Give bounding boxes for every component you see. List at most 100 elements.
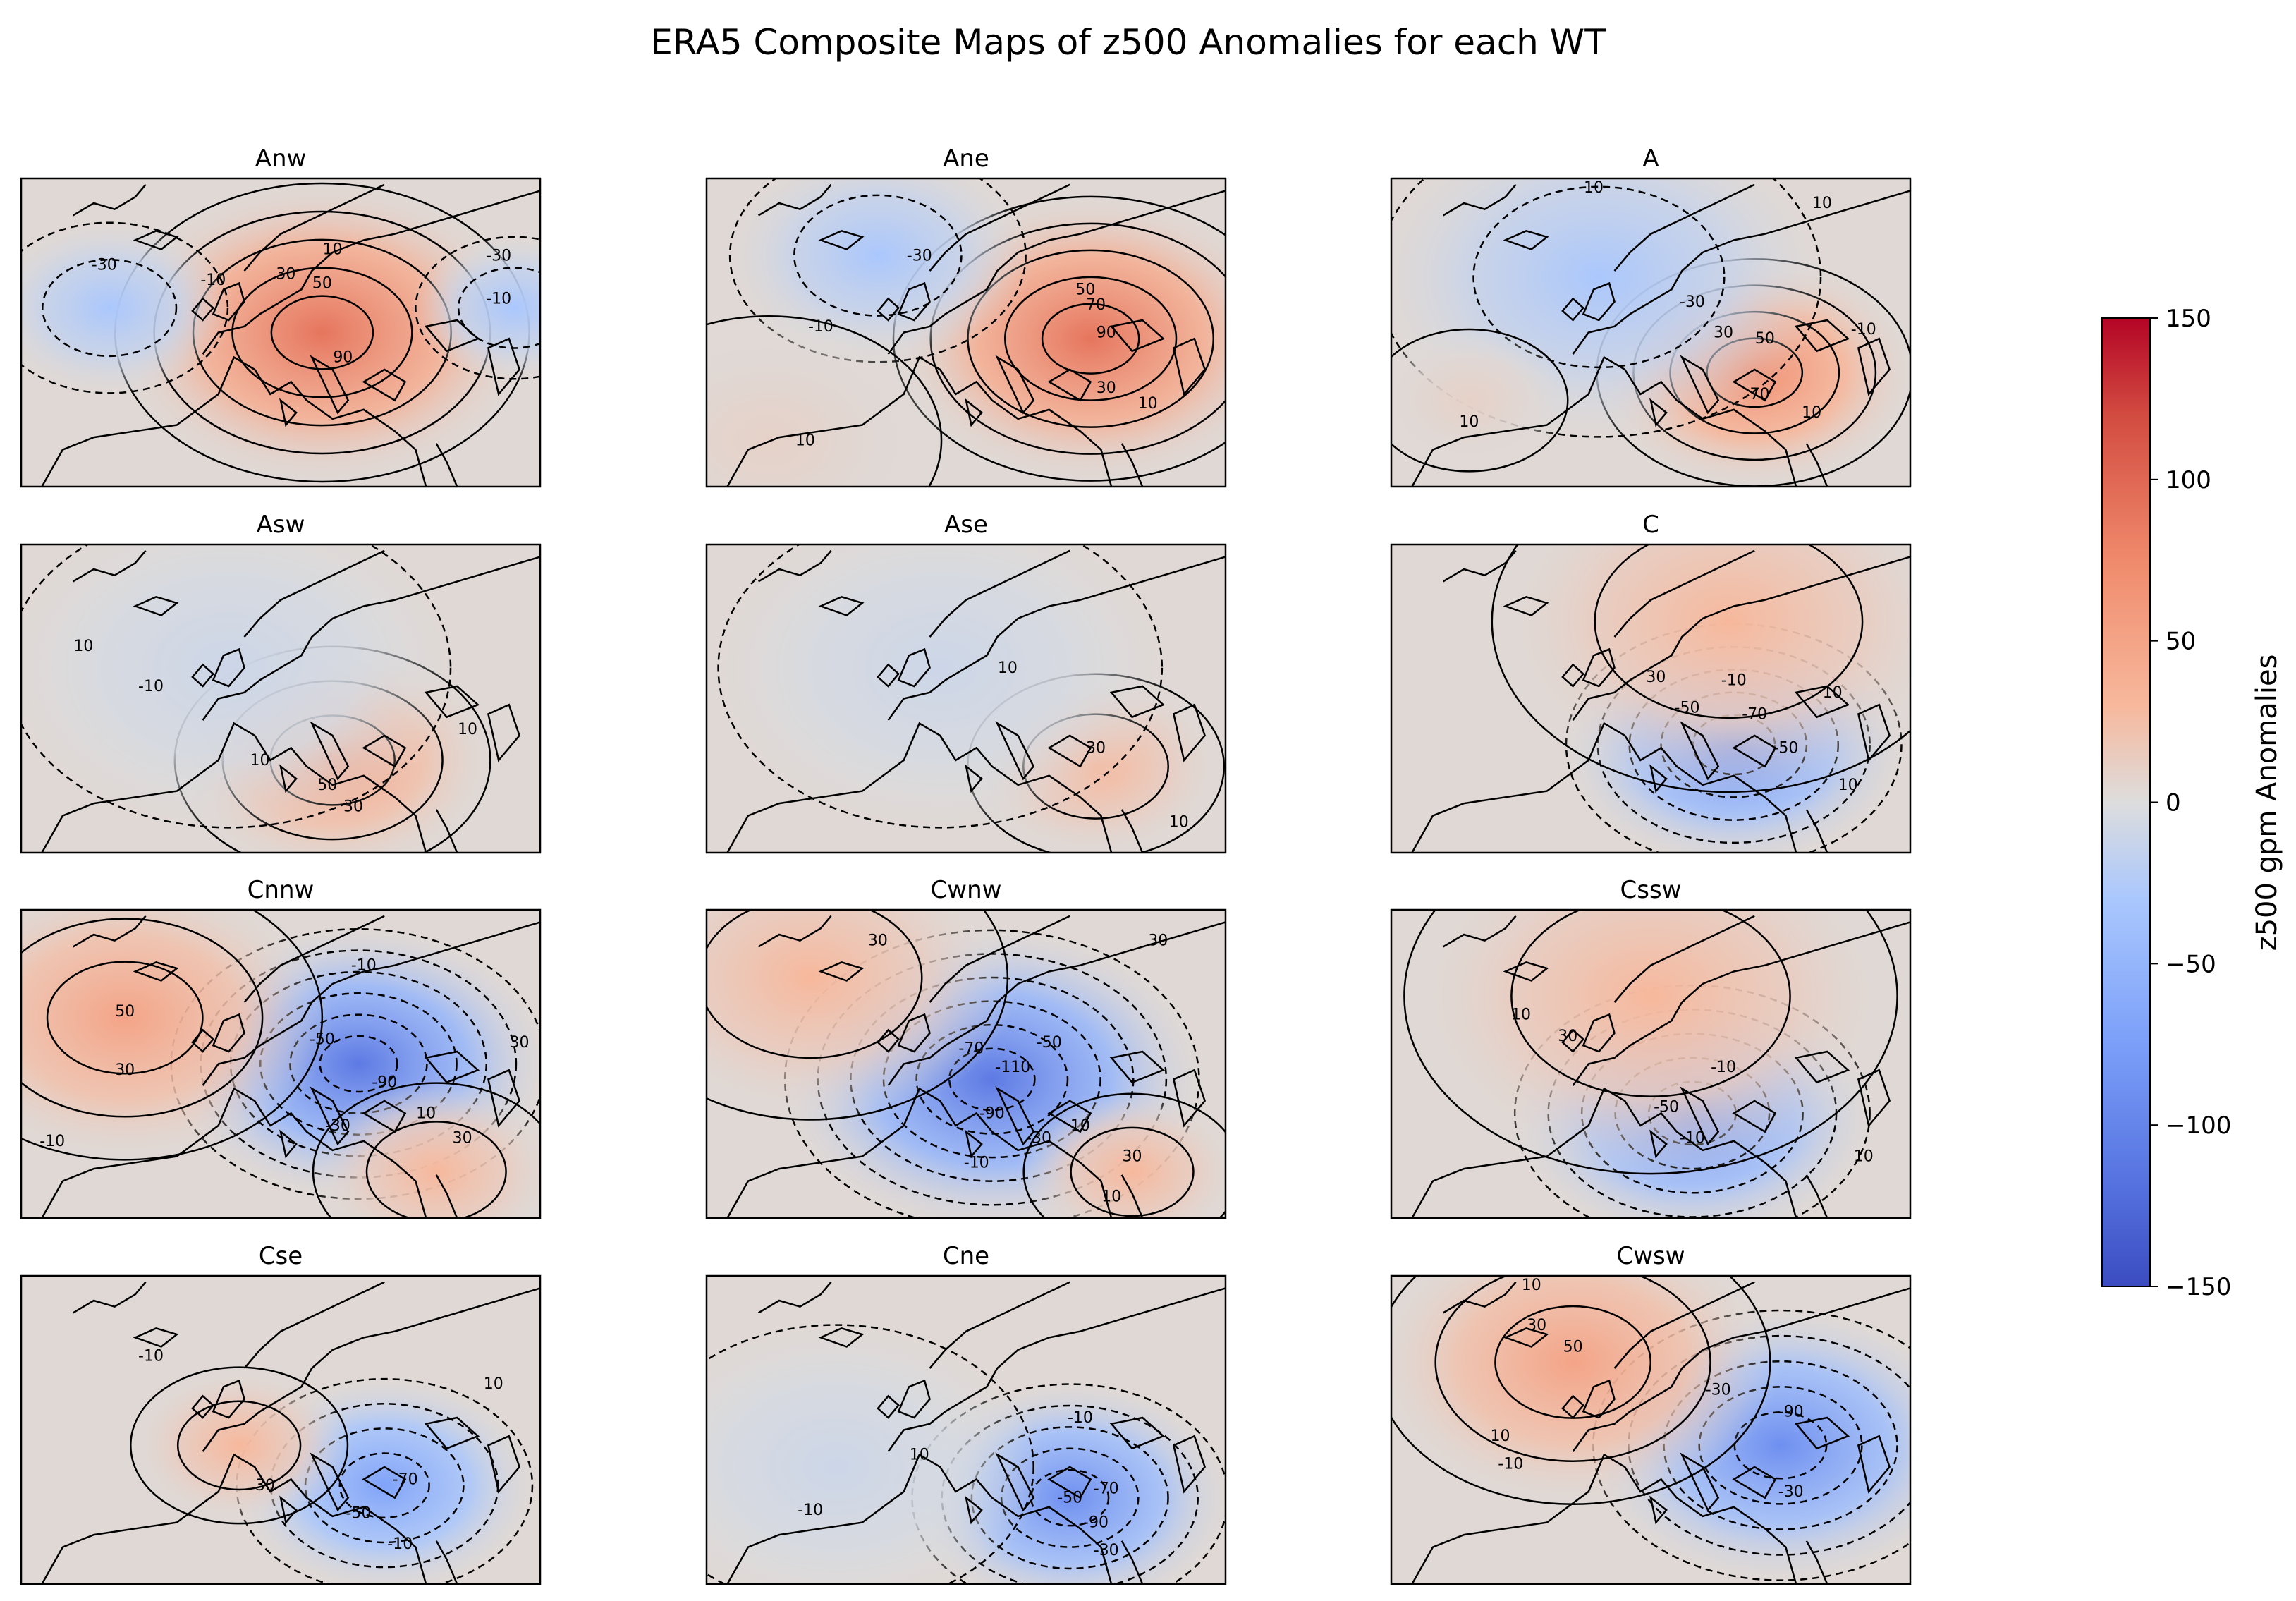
map-panel-cne: -10 -10 10 -70 -50-90 -30 Cne xyxy=(705,1242,1227,1585)
coastline xyxy=(818,229,865,250)
contour-label: -10 xyxy=(798,1502,823,1519)
positive-contour xyxy=(365,1121,507,1218)
positive-contour xyxy=(1070,1126,1195,1217)
coastline xyxy=(243,549,385,638)
positive-contour xyxy=(130,1366,349,1525)
coastline xyxy=(487,1069,521,1128)
coastline xyxy=(1649,1495,1668,1525)
coastline xyxy=(202,921,540,1086)
anomaly-center xyxy=(1391,910,1910,1183)
contour-label: -10 xyxy=(1721,671,1747,689)
coastline xyxy=(887,1287,1226,1452)
contour-label: 50 xyxy=(1563,1339,1583,1356)
coastline xyxy=(1805,809,1828,853)
map-panel-cse: -10 10 30 -70 -50 -10 Cse xyxy=(20,1242,542,1585)
coastline xyxy=(279,1495,298,1525)
coastline xyxy=(929,915,1070,1003)
map-frame xyxy=(705,1274,1227,1585)
contour-label: 50 xyxy=(312,275,332,293)
anomaly-center xyxy=(707,310,951,487)
anomaly-center xyxy=(125,1363,354,1528)
coastline xyxy=(1857,337,1891,396)
contour-label: 30 xyxy=(453,1129,472,1147)
positive-contour xyxy=(707,910,923,1059)
anomaly-field: 10 30 10 xyxy=(707,544,1226,853)
coastline xyxy=(191,1028,215,1053)
coastline xyxy=(1582,1013,1616,1053)
coastline xyxy=(995,355,1035,415)
coastline xyxy=(818,961,865,982)
coastline xyxy=(1680,355,1720,415)
contour-label: 30 xyxy=(510,1034,530,1052)
coastline xyxy=(995,1452,1035,1512)
contour-label: 10 xyxy=(1838,777,1858,794)
contour-label: 10 xyxy=(910,1446,929,1463)
coastline xyxy=(1047,1466,1092,1499)
coastline xyxy=(1732,734,1777,768)
anomaly-field: 30 30 -70 -110 -50 -90 -30 -10 30 10 10 xyxy=(707,910,1226,1218)
contour-label: 30 xyxy=(1097,379,1116,397)
coastline xyxy=(41,1453,427,1584)
panel-title: Ase xyxy=(944,511,988,539)
coastline xyxy=(965,764,983,793)
coastline xyxy=(1805,1540,1828,1584)
coastline xyxy=(929,549,1070,638)
positive-contour xyxy=(176,1400,302,1491)
coastline xyxy=(1613,549,1755,638)
coastline xyxy=(726,1087,1113,1218)
contour-label: 30 xyxy=(1148,932,1168,950)
contour-label: -70 xyxy=(1742,705,1767,723)
contour-label: -10 xyxy=(138,678,164,695)
coastline xyxy=(1613,1281,1755,1369)
coastline xyxy=(887,190,1226,355)
contour-label: 10 xyxy=(1522,1277,1541,1294)
anomaly-center xyxy=(104,178,540,487)
positive-contour xyxy=(1491,544,1910,793)
coastline xyxy=(1120,1174,1144,1218)
coastline xyxy=(1047,734,1092,768)
coastline xyxy=(1172,1435,1207,1494)
colorbar-ticks: 150 100 50 0 −50 −100 −150 xyxy=(2150,305,2231,1301)
contour-label: -30 xyxy=(1026,1129,1051,1147)
coastline xyxy=(1572,190,1910,355)
coastline xyxy=(897,1013,931,1053)
coastline xyxy=(435,809,458,853)
coastline xyxy=(1411,1087,1797,1218)
panel-title: Cse xyxy=(259,1242,303,1270)
positive-contour xyxy=(46,961,204,1075)
coastline xyxy=(1442,549,1517,583)
contour-label: 10 xyxy=(795,432,815,449)
coastline xyxy=(279,398,298,427)
coastline xyxy=(1582,1379,1616,1419)
coastline xyxy=(1649,1129,1668,1159)
contour-label: -10 xyxy=(964,1154,989,1171)
coastline xyxy=(1120,809,1144,853)
contour-label: -30 xyxy=(92,256,117,274)
coastline xyxy=(757,1281,832,1314)
coastline xyxy=(887,556,1226,721)
contour-label: -90 xyxy=(979,1104,1005,1122)
coastline xyxy=(965,398,983,427)
coastline xyxy=(1503,961,1549,982)
colorbar-tick-label: 0 xyxy=(2166,789,2181,817)
positive-contour xyxy=(1041,303,1140,375)
colorbar-tick-label: −100 xyxy=(2166,1112,2231,1140)
coastline xyxy=(41,1087,427,1218)
coastline xyxy=(1411,355,1797,487)
coastline xyxy=(1411,1453,1797,1584)
anomaly-center xyxy=(410,233,540,383)
positive-contour xyxy=(1434,1276,1711,1462)
contour-label: -70 xyxy=(958,1040,984,1058)
panel-title: Anw xyxy=(255,145,307,173)
coastline xyxy=(1503,595,1549,616)
panel-title: Cssw xyxy=(1620,876,1682,904)
negative-contour xyxy=(415,236,540,380)
coastline xyxy=(1109,319,1166,353)
positive-contour xyxy=(1004,276,1178,401)
coastline xyxy=(897,281,931,322)
coastline xyxy=(41,722,427,853)
negative-contour xyxy=(338,1452,430,1519)
coastline xyxy=(133,229,179,250)
coastline xyxy=(1561,1394,1585,1419)
